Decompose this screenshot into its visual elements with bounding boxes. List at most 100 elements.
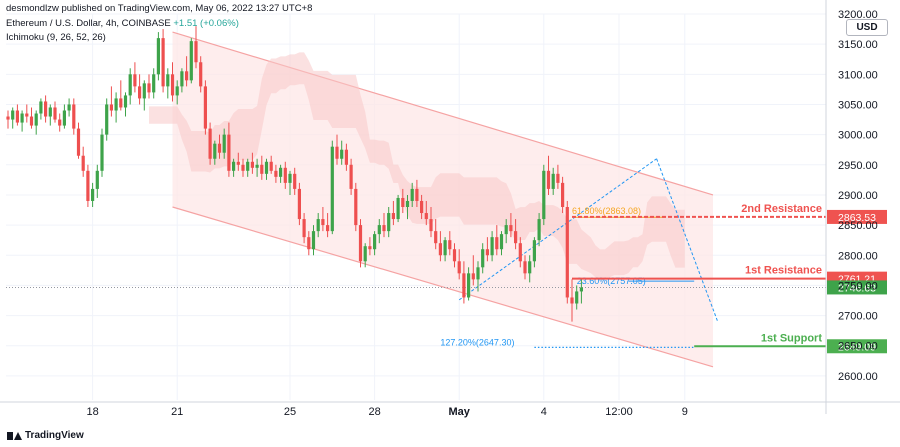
candle	[288, 170, 292, 195]
price-tick-label: 2800.00	[838, 250, 878, 262]
candle	[377, 219, 381, 244]
candle	[189, 38, 193, 84]
candle	[330, 140, 334, 235]
candle-body	[29, 116, 34, 126]
candle	[565, 200, 569, 304]
candle	[91, 182, 95, 207]
candle	[556, 164, 560, 189]
candle	[542, 164, 546, 226]
symbol-line: Ethereum / U.S. Dollar, 4h, COINBASE +1.…	[6, 18, 239, 29]
candle-body	[175, 86, 179, 96]
candle-body	[457, 261, 461, 274]
candle	[528, 255, 532, 283]
fib-127-label: 127.20%(2647.30)	[440, 337, 514, 347]
symbol-name: Ethereum / U.S. Dollar, 4h, COINBASE	[6, 18, 171, 29]
candle-body	[415, 188, 419, 201]
ichimoku-cloud-area	[149, 52, 685, 280]
price-tag-value: 2863.53	[838, 212, 876, 224]
candle	[255, 158, 259, 177]
candle	[537, 213, 541, 247]
time-tick-label: 18	[86, 406, 98, 418]
candle	[241, 158, 245, 177]
candle-body	[232, 161, 236, 171]
candle	[457, 249, 461, 280]
candle-body	[546, 170, 551, 189]
support-level: 1st Support 2649.09	[694, 332, 887, 354]
candle	[438, 231, 442, 262]
candle	[20, 110, 24, 132]
candle-body	[514, 231, 518, 244]
candle	[405, 194, 410, 220]
price-tick-label: 3150.00	[838, 39, 878, 51]
candle	[579, 279, 583, 304]
candle-body	[222, 134, 226, 153]
candle	[166, 68, 170, 99]
candle-body	[44, 101, 48, 117]
candle-body	[462, 273, 466, 298]
candle-body	[105, 104, 109, 135]
candle	[156, 32, 160, 81]
currency-badge[interactable]: USD	[846, 19, 888, 36]
last-price-value: 2746.63	[838, 282, 876, 294]
time-tick-label: 9	[682, 406, 688, 418]
candle-body	[335, 146, 339, 159]
candle	[72, 98, 76, 135]
candle-body	[429, 219, 433, 232]
candle	[410, 182, 414, 207]
candle-body	[481, 249, 485, 268]
candle-body	[213, 143, 217, 159]
candle	[194, 26, 198, 69]
candle	[161, 29, 165, 93]
candle-body	[170, 74, 175, 96]
price-axis[interactable]: 2600.00 2650.00 2700.00 2750.00 2800.00 2850.…	[825, 0, 878, 414]
candle-body	[217, 143, 222, 153]
candle	[232, 158, 236, 177]
candle-body	[575, 291, 579, 304]
candle	[147, 74, 151, 99]
tradingview-logo-icon	[7, 431, 22, 440]
candle-body	[528, 261, 532, 274]
publisher-line: desmondlzw published on TradingView.com,…	[6, 3, 313, 14]
candle	[570, 279, 574, 322]
candle	[76, 122, 81, 159]
candle-body	[358, 225, 363, 262]
candle	[217, 134, 222, 159]
candle-body	[387, 213, 391, 232]
candle	[551, 167, 555, 195]
candle-body	[377, 225, 381, 235]
time-tick-label: 25	[284, 406, 296, 418]
candle-body	[142, 83, 146, 99]
candle-body	[499, 234, 504, 250]
candle-body	[180, 71, 184, 87]
candle	[485, 237, 489, 262]
candle	[274, 164, 278, 183]
candle	[424, 200, 428, 226]
candle-body	[199, 62, 203, 87]
candle-body	[81, 155, 85, 171]
candle	[401, 188, 405, 214]
candle-body	[490, 237, 494, 256]
candle-body	[152, 74, 156, 93]
candle	[279, 164, 283, 183]
candle	[293, 167, 297, 195]
candle-body	[156, 38, 160, 75]
candle-body	[401, 197, 405, 207]
candle-body	[467, 273, 471, 298]
candle-body	[424, 213, 428, 220]
candle	[142, 80, 146, 111]
candle-body	[316, 219, 320, 232]
candle-body	[246, 161, 250, 171]
indicator-legend[interactable]: Ichimoku (9, 26, 52, 26)	[6, 32, 106, 43]
price-tick-label: 2950.00	[838, 160, 878, 172]
candle	[321, 207, 325, 232]
candle-body	[67, 104, 71, 111]
candle-body	[274, 170, 278, 177]
candle-body	[396, 197, 400, 220]
candle-body	[250, 161, 254, 168]
candle-body	[509, 225, 513, 232]
candle-body	[264, 161, 269, 174]
candle	[340, 140, 344, 165]
time-axis[interactable]: 18 21 25 28 May 4 12:00 9	[0, 401, 900, 418]
